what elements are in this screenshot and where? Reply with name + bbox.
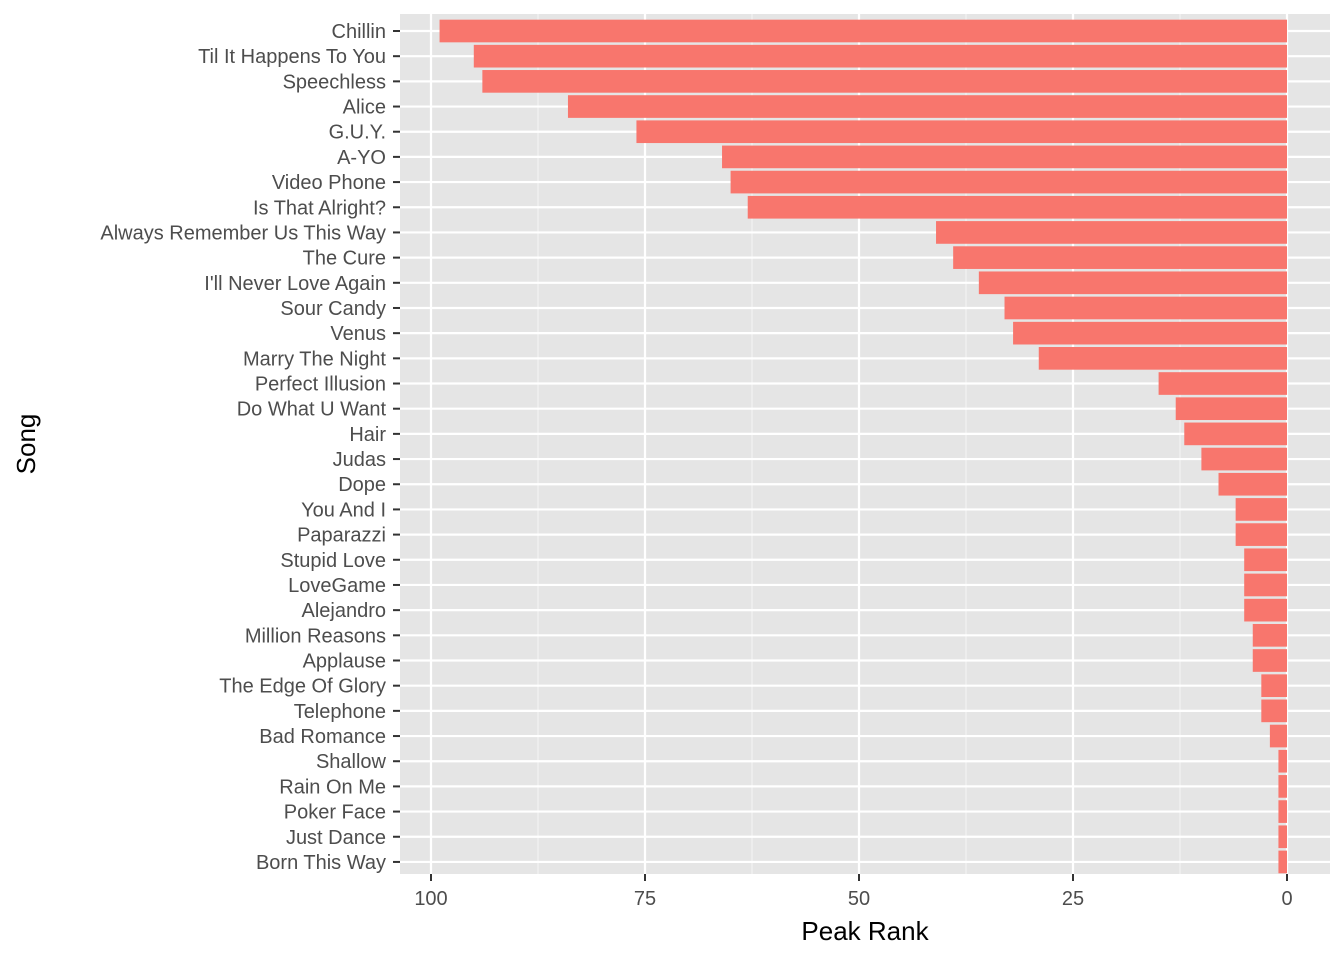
bar xyxy=(1278,775,1287,798)
y-axis: Chillin Til It Happens To You Speechless Al… xyxy=(100,21,400,874)
x-tick-label: 50 xyxy=(848,888,870,910)
bar xyxy=(722,145,1287,169)
bar xyxy=(1244,598,1287,622)
bar xyxy=(1038,347,1287,370)
bar xyxy=(1269,724,1287,748)
bar xyxy=(1252,649,1287,672)
x-tick-label: 75 xyxy=(634,888,656,910)
y-tick-label: Hair xyxy=(349,424,386,446)
bar xyxy=(730,170,1287,194)
y-tick-label: Always Remember Us This Way xyxy=(100,222,386,244)
y-tick-label: Video Phone xyxy=(272,172,386,194)
y-tick-label: Venus xyxy=(330,323,386,345)
bar xyxy=(473,44,1287,68)
bar xyxy=(1278,825,1287,849)
y-tick-label: Alice xyxy=(343,97,386,119)
y-tick-label: Til It Happens To You xyxy=(198,46,386,68)
bar xyxy=(1175,397,1287,421)
y-tick-label: Applause xyxy=(303,651,386,673)
bars xyxy=(439,19,1287,874)
bar xyxy=(482,70,1287,93)
y-tick-label: Shallow xyxy=(316,751,387,773)
bar xyxy=(1252,623,1287,647)
y-tick-label: Million Reasons xyxy=(245,625,386,647)
y-tick-label: Sour Candy xyxy=(280,298,386,320)
y-tick-label: You And I xyxy=(301,499,386,521)
y-tick-label: Chillin xyxy=(332,21,386,43)
y-tick-label: LoveGame xyxy=(288,575,386,597)
y-tick-label: Rain On Me xyxy=(279,776,386,798)
x-axis: 100 75 50 25 0 xyxy=(414,874,1293,910)
bar xyxy=(567,95,1287,118)
y-tick-label: Perfect Illusion xyxy=(255,374,386,396)
bar xyxy=(636,120,1287,144)
bar xyxy=(1278,800,1287,823)
y-tick-label: Stupid Love xyxy=(280,550,386,572)
bar xyxy=(1218,472,1287,496)
y-tick-label: Paparazzi xyxy=(297,525,386,547)
bar xyxy=(1244,548,1287,572)
y-tick-label: Telephone xyxy=(294,701,386,723)
bar xyxy=(1244,573,1287,597)
y-tick-label: The Edge Of Glory xyxy=(219,676,386,698)
y-tick-label: Judas xyxy=(333,449,386,471)
y-tick-label: Alejandro xyxy=(301,600,386,622)
x-axis-title: Peak Rank xyxy=(801,916,929,946)
bar xyxy=(1184,422,1287,446)
y-tick-label: G.U.Y. xyxy=(329,122,386,144)
x-tick-label: 0 xyxy=(1281,888,1292,910)
bar xyxy=(1235,498,1287,521)
y-tick-label: Bad Romance xyxy=(259,726,386,748)
y-tick-label: The Cure xyxy=(303,248,386,270)
y-tick-label: Do What U Want xyxy=(237,399,387,421)
bar xyxy=(1013,321,1287,345)
y-tick-label: Marry The Night xyxy=(243,348,386,370)
bar xyxy=(1278,749,1287,773)
bar xyxy=(1261,674,1287,698)
y-tick-label: Born This Way xyxy=(256,852,386,874)
bar xyxy=(747,195,1287,219)
bar xyxy=(953,246,1287,269)
bar xyxy=(1278,850,1287,874)
y-tick-label: Speechless xyxy=(283,71,386,93)
bar xyxy=(1201,447,1287,471)
x-tick-label: 25 xyxy=(1062,888,1084,910)
bar xyxy=(439,19,1287,43)
y-tick-label: Just Dance xyxy=(286,827,386,849)
bar xyxy=(1261,699,1287,723)
y-tick-label: Poker Face xyxy=(284,802,386,824)
y-tick-label: Is That Alright? xyxy=(253,197,386,219)
bar xyxy=(1235,523,1287,546)
bar xyxy=(1004,296,1287,320)
x-tick-label: 100 xyxy=(414,888,447,910)
bar xyxy=(978,271,1287,295)
y-tick-label: I'll Never Love Again xyxy=(204,273,386,295)
bar xyxy=(1158,372,1287,395)
y-axis-title: Song xyxy=(11,414,41,475)
bar xyxy=(936,221,1287,244)
y-tick-label: A-YO xyxy=(337,147,386,169)
y-tick-label: Dope xyxy=(338,474,386,496)
